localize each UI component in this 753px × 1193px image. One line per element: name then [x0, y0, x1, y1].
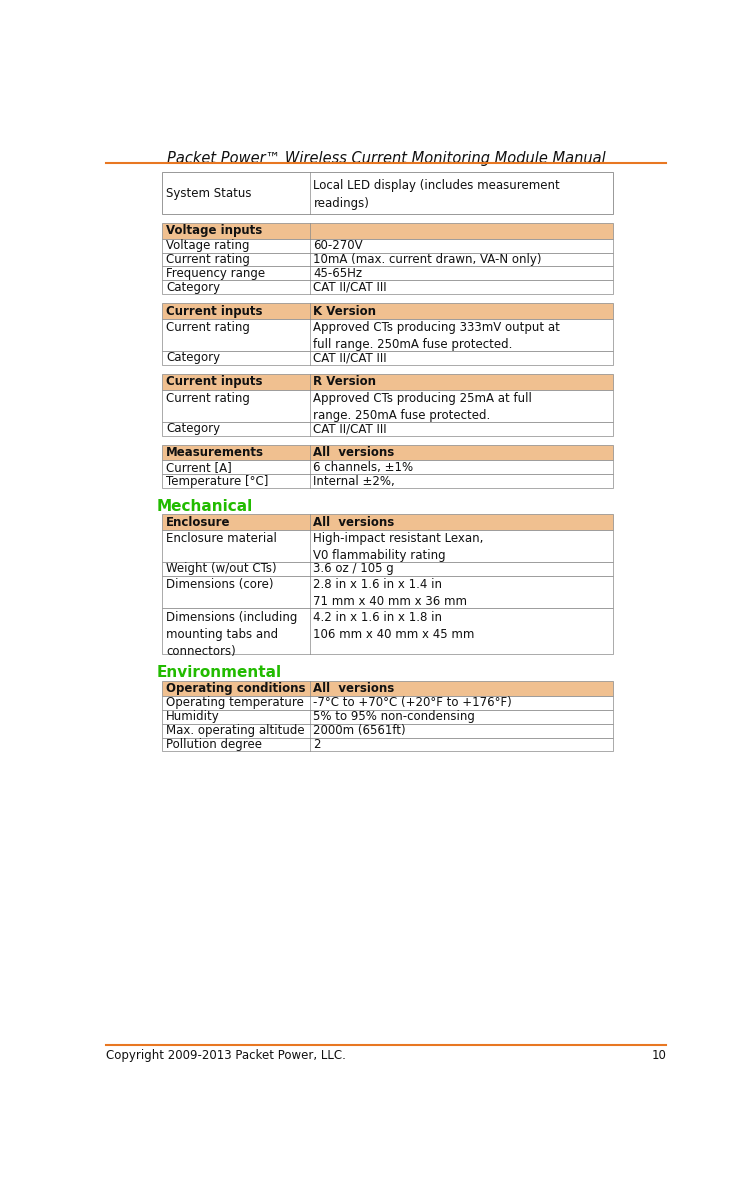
Bar [163, 576, 614, 608]
Text: Category: Category [166, 280, 221, 293]
Text: -7°C to +70°C (+20°F to +176°F): -7°C to +70°C (+20°F to +176°F) [313, 697, 512, 710]
Text: All  versions: All versions [313, 682, 395, 694]
Text: Dimensions (core): Dimensions (core) [166, 579, 273, 592]
Bar [163, 710, 614, 724]
Text: Dimensions (including
mounting tabs and
connectors): Dimensions (including mounting tabs and … [166, 611, 297, 657]
Bar [163, 422, 614, 435]
Text: 2.8 in x 1.6 in x 1.4 in
71 mm x 40 mm x 36 mm: 2.8 in x 1.6 in x 1.4 in 71 mm x 40 mm x… [313, 579, 468, 608]
Text: 2000m (6561ft): 2000m (6561ft) [313, 724, 406, 737]
Text: 4.2 in x 1.6 in x 1.8 in
106 mm x 40 mm x 45 mm: 4.2 in x 1.6 in x 1.8 in 106 mm x 40 mm … [313, 611, 475, 641]
Bar [163, 390, 614, 422]
Text: Operating temperature: Operating temperature [166, 697, 304, 710]
Text: Current inputs: Current inputs [166, 304, 263, 317]
Text: 2: 2 [313, 738, 321, 752]
Bar [163, 173, 614, 214]
Text: System Status: System Status [166, 187, 252, 199]
Text: Temperature [°C]: Temperature [°C] [166, 475, 269, 488]
Text: All  versions: All versions [313, 446, 395, 459]
Text: Frequency range: Frequency range [166, 267, 265, 280]
Text: 5% to 95% non-condensing: 5% to 95% non-condensing [313, 710, 475, 723]
Text: Approved CTs producing 333mV output at
full range. 250mA fuse protected.: Approved CTs producing 333mV output at f… [313, 321, 560, 351]
Text: 45-65Hz: 45-65Hz [313, 267, 363, 280]
Bar [163, 351, 614, 365]
Bar [163, 696, 614, 710]
Text: 10mA (max. current drawn, VA-N only): 10mA (max. current drawn, VA-N only) [313, 253, 542, 266]
Text: Environmental: Environmental [156, 666, 282, 680]
Text: 10: 10 [651, 1049, 666, 1062]
Text: Weight (w/out CTs): Weight (w/out CTs) [166, 562, 277, 575]
Text: Current rating: Current rating [166, 253, 250, 266]
Bar [163, 724, 614, 737]
Text: Operating conditions: Operating conditions [166, 682, 306, 694]
Bar [163, 562, 614, 576]
Bar [163, 530, 614, 562]
Text: R Version: R Version [313, 376, 376, 389]
Text: Copyright 2009-2013 Packet Power, LLC.: Copyright 2009-2013 Packet Power, LLC. [105, 1049, 346, 1062]
Text: High-impact resistant Lexan,
V0 flammability rating: High-impact resistant Lexan, V0 flammabi… [313, 532, 484, 562]
Text: Current [A]: Current [A] [166, 460, 232, 474]
Text: All  versions: All versions [313, 515, 395, 528]
Bar [163, 266, 614, 280]
Text: CAT II/CAT III: CAT II/CAT III [313, 422, 387, 435]
Text: Local LED display (includes measurement
readings): Local LED display (includes measurement … [313, 179, 560, 210]
Bar [163, 514, 614, 530]
Text: Packet Power™ Wireless Current Monitoring Module Manual: Packet Power™ Wireless Current Monitorin… [166, 150, 605, 166]
Text: Measurements: Measurements [166, 446, 264, 459]
Text: Category: Category [166, 422, 221, 435]
Text: Current inputs: Current inputs [166, 376, 263, 389]
Bar [163, 223, 614, 239]
Text: Voltage inputs: Voltage inputs [166, 224, 263, 237]
Bar [163, 319, 614, 351]
Bar [163, 280, 614, 295]
Bar [163, 375, 614, 390]
Bar [163, 608, 614, 655]
Text: 6 channels, ±1%: 6 channels, ±1% [313, 460, 413, 474]
Text: 60-270V: 60-270V [313, 239, 363, 252]
Bar [163, 303, 614, 319]
Text: CAT II/CAT III: CAT II/CAT III [313, 280, 387, 293]
Text: CAT II/CAT III: CAT II/CAT III [313, 352, 387, 365]
Text: Internal ±2%,: Internal ±2%, [313, 475, 395, 488]
Text: Enclosure: Enclosure [166, 515, 230, 528]
Text: Max. operating altitude: Max. operating altitude [166, 724, 305, 737]
Text: 3.6 oz / 105 g: 3.6 oz / 105 g [313, 562, 395, 575]
Bar [163, 737, 614, 752]
Text: Humidity: Humidity [166, 710, 220, 723]
Text: Voltage rating: Voltage rating [166, 239, 250, 252]
Bar [163, 681, 614, 696]
Text: Approved CTs producing 25mA at full
range. 250mA fuse protected.: Approved CTs producing 25mA at full rang… [313, 391, 532, 422]
Text: Category: Category [166, 352, 221, 365]
Bar [163, 460, 614, 475]
Bar [163, 239, 614, 253]
Text: K Version: K Version [313, 304, 376, 317]
Text: Mechanical: Mechanical [156, 499, 252, 514]
Text: Current rating: Current rating [166, 321, 250, 334]
Bar [163, 475, 614, 488]
Bar [163, 445, 614, 460]
Text: Enclosure material: Enclosure material [166, 532, 277, 545]
Text: Current rating: Current rating [166, 391, 250, 404]
Bar [163, 253, 614, 266]
Text: Pollution degree: Pollution degree [166, 738, 262, 752]
